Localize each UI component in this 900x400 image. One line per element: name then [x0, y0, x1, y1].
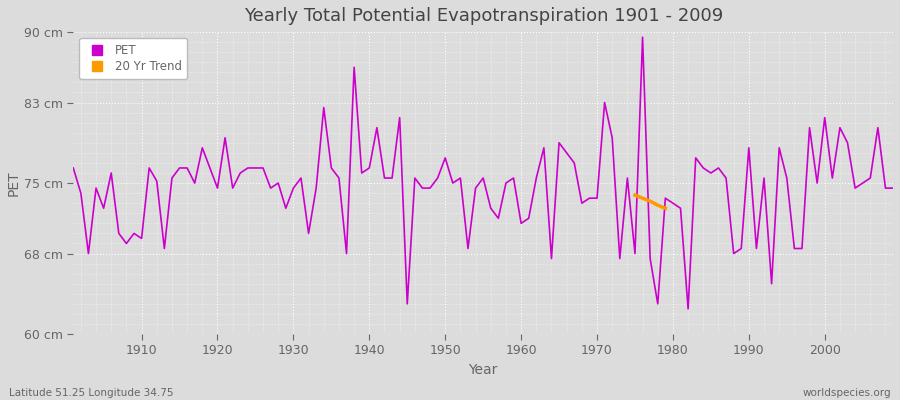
Y-axis label: PET: PET — [7, 170, 21, 196]
Text: Latitude 51.25 Longitude 34.75: Latitude 51.25 Longitude 34.75 — [9, 388, 174, 398]
Legend: PET, 20 Yr Trend: PET, 20 Yr Trend — [79, 38, 187, 79]
Text: worldspecies.org: worldspecies.org — [803, 388, 891, 398]
Title: Yearly Total Potential Evapotranspiration 1901 - 2009: Yearly Total Potential Evapotranspiratio… — [244, 7, 723, 25]
X-axis label: Year: Year — [469, 363, 498, 377]
